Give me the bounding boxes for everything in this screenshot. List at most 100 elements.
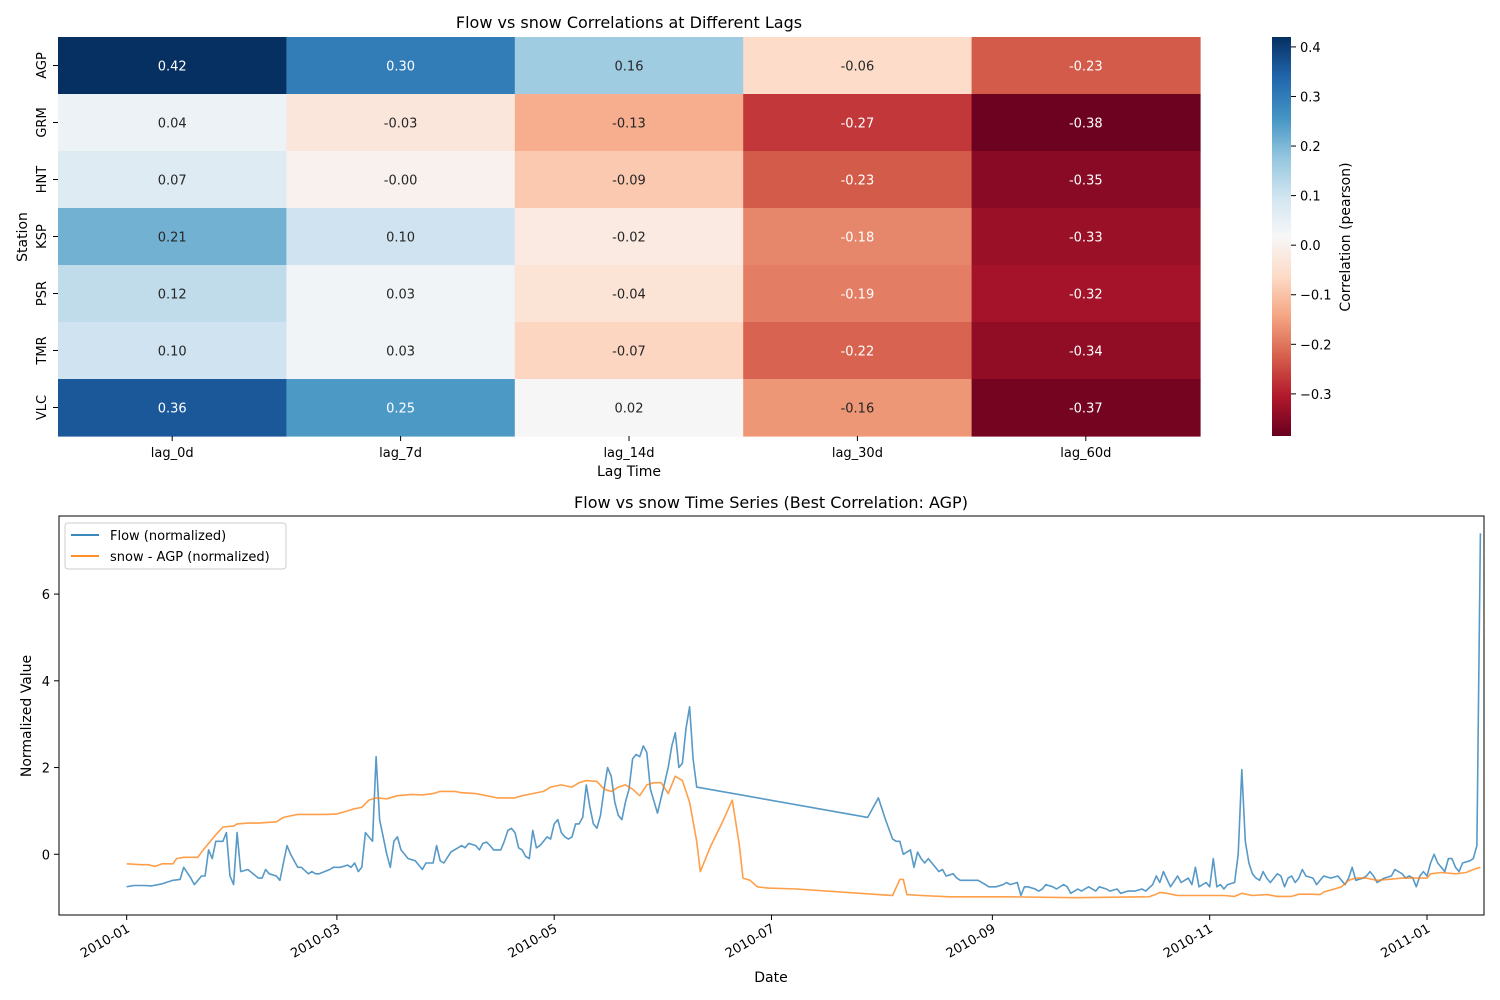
heatmap-cell-AGP-lag_14d [514, 37, 744, 95]
heatmap-cell-PSR-lag_14d [514, 265, 744, 323]
heatmap-x-tick-label: lag_7d [379, 446, 422, 461]
heatmap-cell-value: -0.02 [612, 231, 646, 246]
timeseries-series [126, 533, 1482, 899]
heatmap-cell-value: -0.23 [841, 174, 875, 189]
heatmap-cell-value: 0.07 [158, 174, 187, 189]
heatmap-cell-VLC-lag_7d [286, 379, 516, 437]
heatmap-cell-value: -0.37 [1069, 402, 1103, 417]
heatmap-cell-value: 0.42 [158, 60, 187, 75]
heatmap-cell-VLC-lag_0d [58, 379, 287, 437]
heatmap-x-tick-label: lag_0d [151, 446, 194, 461]
heatmap-cell-GRM-lag_60d [971, 94, 1201, 152]
timeseries-y-tick-label: 4 [42, 675, 50, 690]
heatmap-cell-value: 0.25 [386, 402, 415, 417]
colorbar-tick-label: 0.4 [1300, 41, 1321, 56]
timeseries-y-axis-label: Normalized Value [19, 655, 35, 777]
heatmap-cell-PSR-lag_0d [58, 265, 287, 323]
timeseries-y-tick-label: 0 [42, 848, 50, 863]
heatmap-panel: Flow vs snow Correlations at Different L… [15, 13, 1354, 480]
colorbar: 0.4 0.3 0.2 0.1 0.0 −0.1 −0.2 −0.3 Correlation … [1272, 37, 1354, 436]
heatmap-x-tick-label: lag_14d [603, 446, 654, 461]
heatmap-cell-TMR-lag_30d [743, 322, 973, 380]
heatmap-cell-TMR-lag_14d [514, 322, 744, 380]
timeseries-y-ticks: 0 2 4 6 [42, 588, 59, 863]
heatmap-cell-KSP-lag_14d [514, 208, 744, 266]
heatmap-cell-value: 0.30 [386, 60, 415, 75]
heatmap-cell-PSR-lag_60d [971, 265, 1201, 323]
snow-series-line [126, 775, 1481, 899]
heatmap-cell-value: -0.22 [841, 345, 875, 360]
legend-label-snow: snow - AGP (normalized) [110, 550, 270, 565]
timeseries-x-axis-label: Date [754, 970, 787, 986]
heatmap-cell-value: -0.38 [1069, 117, 1103, 132]
heatmap-cell-value: 0.10 [386, 231, 415, 246]
heatmap-cell-GRM-lag_14d [514, 94, 744, 152]
colorbar-label: Correlation (pearson) [1338, 162, 1354, 311]
heatmap-cell-value: -0.18 [841, 231, 875, 246]
heatmap-cell-value: -0.23 [1069, 60, 1103, 75]
heatmap-cell-value: 0.21 [158, 231, 187, 246]
heatmap-x-axis-label: Lag Time [597, 464, 661, 480]
heatmap-cell-HNT-lag_30d [743, 151, 973, 209]
heatmap-cell-GRM-lag_30d [743, 94, 973, 152]
timeseries-y-tick-label: 2 [42, 762, 50, 777]
heatmap-y-tick-label: HNT [35, 166, 50, 194]
heatmap-cell-KSP-lag_0d [58, 208, 287, 266]
heatmap-cell-HNT-lag_0d [58, 151, 287, 209]
heatmap-cell-VLC-lag_14d [514, 379, 744, 437]
flow-series-line [126, 533, 1482, 897]
heatmap-cell-value: -0.35 [1069, 174, 1103, 189]
heatmap-title: Flow vs snow Correlations at Different L… [456, 13, 802, 32]
heatmap-y-tick-label: VLC [35, 395, 50, 420]
legend: Flow (normalized) snow - AGP (normalized… [64, 522, 287, 570]
colorbar-tick-label: 0.0 [1300, 239, 1321, 254]
heatmap-cell-value: -0.09 [612, 174, 646, 189]
heatmap-cell-value: -0.19 [841, 288, 875, 303]
heatmap-cell-value: 0.04 [158, 117, 187, 132]
heatmap-cell-value: 0.36 [158, 402, 187, 417]
heatmap-y-ticks: AGP GRM HNT KSP PSR TMR VLC [35, 52, 58, 420]
colorbar-ticks: 0.4 0.3 0.2 0.1 0.0 −0.1 −0.2 −0.3 [1291, 41, 1332, 403]
legend-box [64, 522, 287, 570]
heatmap-cell-AGP-lag_7d [286, 37, 516, 95]
heatmap-cell-value: -0.00 [384, 174, 418, 189]
heatmap-cell-KSP-lag_60d [971, 208, 1201, 266]
heatmap-cell-VLC-lag_60d [971, 379, 1201, 437]
timeseries-title: Flow vs snow Time Series (Best Correlati… [574, 493, 968, 512]
heatmap-cell-value: -0.03 [384, 117, 418, 132]
heatmap-cell-GRM-lag_7d [286, 94, 516, 152]
heatmap-cell-TMR-lag_0d [58, 322, 287, 380]
heatmap-y-tick-label: KSP [35, 224, 50, 249]
heatmap-cell-TMR-lag_60d [971, 322, 1201, 380]
colorbar-gradient [1272, 37, 1291, 436]
heatmap-cell-value: -0.07 [612, 345, 646, 360]
heatmap-cell-KSP-lag_30d [743, 208, 973, 266]
heatmap-cell-PSR-lag_30d [743, 265, 973, 323]
heatmap-cell-KSP-lag_7d [286, 208, 516, 266]
heatmap-cell-value: 0.16 [615, 60, 644, 75]
colorbar-tick-label: 0.2 [1300, 140, 1321, 155]
colorbar-tick-label: −0.2 [1300, 338, 1332, 353]
heatmap-cell-value: 0.03 [386, 288, 415, 303]
heatmap-cell-value: 0.10 [158, 345, 187, 360]
colorbar-tick-label: −0.1 [1300, 289, 1332, 304]
heatmap-y-tick-label: TMR [35, 336, 50, 365]
heatmap-y-tick-label: AGP [35, 52, 50, 79]
heatmap-y-tick-label: GRM [35, 107, 50, 137]
heatmap-cell-HNT-lag_60d [971, 151, 1201, 209]
heatmap-cell-value: 0.03 [386, 345, 415, 360]
heatmap-cell-HNT-lag_14d [514, 151, 744, 209]
heatmap-x-ticks: lag_0d lag_7d lag_14d lag_30d lag_60d [151, 436, 1111, 461]
heatmap-cell-HNT-lag_7d [286, 151, 516, 209]
heatmap-cell-value: -0.13 [612, 117, 646, 132]
heatmap-cells: 0.42 0.30 0.16 -0.06 -0.23 0.04 -0.03 -0.13 -0.2… [58, 37, 1201, 437]
heatmap-cell-value: -0.32 [1069, 288, 1103, 303]
heatmap-cell-value: -0.16 [841, 402, 875, 417]
heatmap-cell-TMR-lag_7d [286, 322, 516, 380]
heatmap-cell-value: -0.06 [841, 60, 875, 75]
heatmap-cell-value: -0.27 [841, 117, 875, 132]
legend-label-flow: Flow (normalized) [110, 529, 226, 544]
heatmap-cell-value: -0.33 [1069, 231, 1103, 246]
heatmap-cell-value: -0.04 [612, 288, 646, 303]
